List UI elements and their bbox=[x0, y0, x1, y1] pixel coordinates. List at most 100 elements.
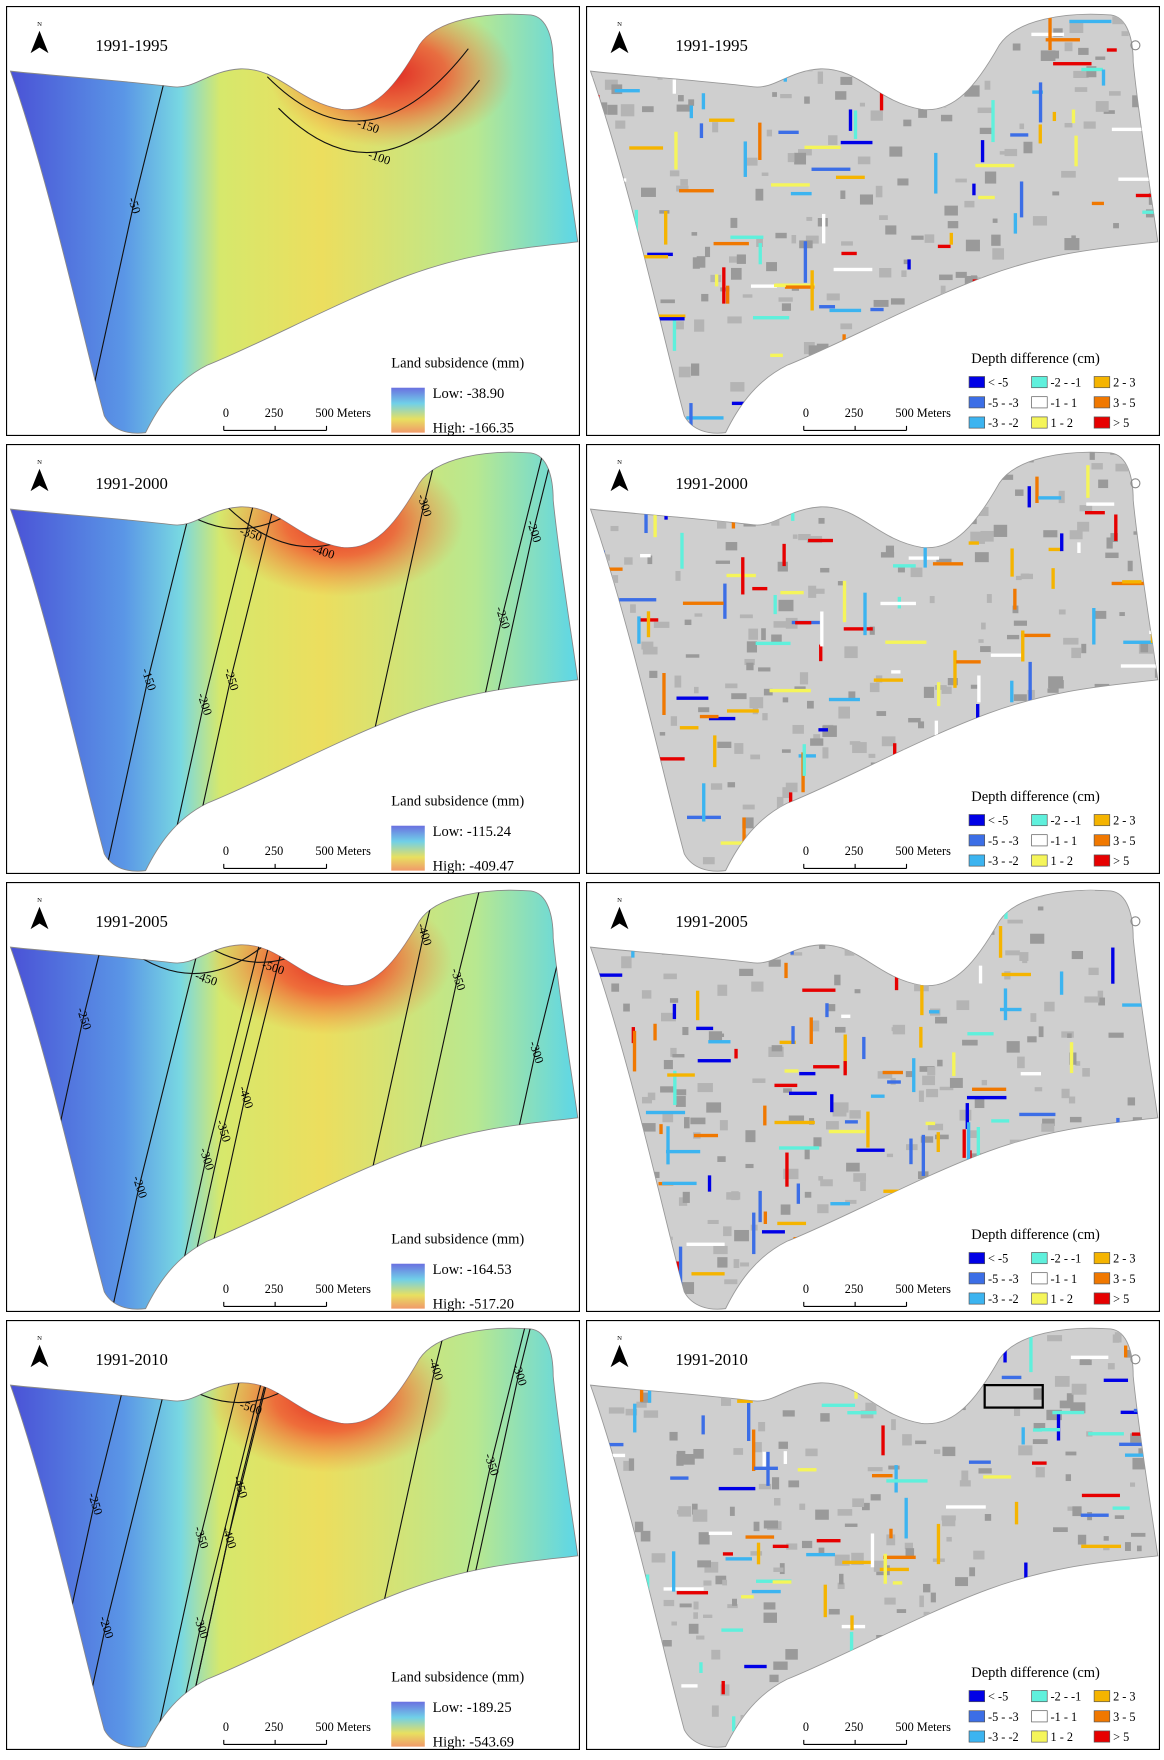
street-segment bbox=[730, 236, 763, 239]
building bbox=[591, 264, 606, 269]
building bbox=[931, 1679, 942, 1689]
legend-swatch bbox=[1032, 1731, 1048, 1742]
building bbox=[964, 201, 974, 207]
building bbox=[745, 1130, 755, 1142]
building bbox=[800, 672, 808, 684]
district bbox=[590, 452, 1157, 871]
building bbox=[839, 1574, 843, 1585]
street-segment bbox=[666, 1150, 700, 1153]
street-segment bbox=[917, 1266, 920, 1276]
building bbox=[677, 1510, 688, 1514]
building bbox=[841, 241, 853, 245]
building bbox=[972, 1621, 980, 1626]
building bbox=[818, 518, 824, 524]
street-segment bbox=[871, 1095, 885, 1098]
building bbox=[913, 1191, 919, 1198]
street-segment bbox=[791, 494, 794, 521]
scale-label: 250 bbox=[265, 844, 283, 858]
building bbox=[1014, 621, 1027, 626]
building bbox=[731, 693, 746, 699]
building bbox=[695, 613, 703, 616]
building bbox=[1073, 71, 1088, 78]
building bbox=[588, 9, 597, 13]
street-segment bbox=[1051, 568, 1054, 589]
street-segment bbox=[1086, 502, 1114, 505]
building bbox=[651, 498, 666, 502]
street-segment bbox=[829, 1130, 865, 1133]
building bbox=[600, 822, 612, 826]
building bbox=[783, 697, 788, 702]
street-segment bbox=[677, 1591, 708, 1594]
building bbox=[846, 1163, 860, 1172]
legend-label: 3 - 5 bbox=[1113, 834, 1135, 848]
street-segment bbox=[871, 1533, 874, 1567]
building bbox=[834, 975, 840, 986]
street-segment bbox=[610, 1503, 613, 1520]
street-segment bbox=[631, 943, 654, 946]
street-segment bbox=[726, 1557, 752, 1560]
building bbox=[937, 1060, 942, 1067]
street-segment bbox=[1039, 82, 1042, 122]
building bbox=[828, 376, 841, 386]
legend-swatch bbox=[1032, 376, 1048, 387]
street-segment bbox=[735, 500, 738, 523]
building bbox=[870, 683, 880, 692]
street-segment bbox=[591, 424, 594, 436]
street-segment bbox=[1002, 973, 1031, 976]
legend-swatch bbox=[1094, 417, 1110, 428]
street-segment bbox=[880, 73, 883, 110]
street-segment bbox=[654, 317, 684, 320]
building bbox=[1082, 1068, 1090, 1077]
building bbox=[774, 1498, 780, 1506]
building bbox=[1063, 638, 1078, 645]
legend-swatch bbox=[1032, 397, 1048, 408]
building bbox=[624, 557, 633, 564]
building bbox=[1035, 1087, 1043, 1091]
street-segment bbox=[1058, 273, 1100, 276]
building bbox=[1109, 294, 1122, 306]
building bbox=[799, 66, 813, 71]
street-segment bbox=[673, 80, 676, 94]
building bbox=[921, 497, 929, 504]
street-segment bbox=[883, 1071, 903, 1074]
street-segment bbox=[879, 35, 882, 75]
building bbox=[994, 1635, 1001, 1642]
building bbox=[806, 217, 812, 221]
street-segment bbox=[696, 469, 717, 472]
legend-label: -2 - -1 bbox=[1051, 814, 1082, 828]
street-segment bbox=[829, 309, 861, 312]
street-segment bbox=[758, 123, 761, 160]
period-label: 1991-1995 bbox=[675, 36, 748, 55]
building bbox=[764, 1342, 774, 1354]
building bbox=[838, 581, 843, 585]
building bbox=[989, 343, 994, 347]
street-segment bbox=[685, 19, 724, 22]
legend-swatch bbox=[969, 397, 985, 408]
street-segment bbox=[721, 1628, 743, 1631]
building bbox=[733, 1448, 743, 1455]
building bbox=[1110, 7, 1116, 14]
street-segment bbox=[666, 460, 669, 479]
building bbox=[804, 96, 810, 103]
street-segment bbox=[1123, 641, 1155, 644]
building bbox=[946, 914, 957, 923]
legend-label: < -5 bbox=[988, 814, 1008, 828]
building bbox=[672, 1054, 684, 1057]
street-segment bbox=[781, 927, 784, 944]
building bbox=[911, 977, 922, 983]
street-segment bbox=[866, 1112, 869, 1148]
street-segment bbox=[599, 567, 623, 570]
building bbox=[1023, 1275, 1029, 1278]
building bbox=[743, 805, 755, 810]
building bbox=[1046, 1182, 1054, 1194]
street-segment bbox=[1040, 1155, 1043, 1170]
street-segment bbox=[805, 821, 827, 824]
building bbox=[663, 974, 676, 980]
legend-swatch bbox=[969, 1711, 985, 1722]
street-segment bbox=[1010, 548, 1013, 576]
street-segment bbox=[709, 514, 719, 517]
building bbox=[872, 448, 885, 452]
building bbox=[1122, 31, 1129, 36]
building bbox=[611, 526, 619, 531]
street-segment bbox=[771, 183, 810, 186]
